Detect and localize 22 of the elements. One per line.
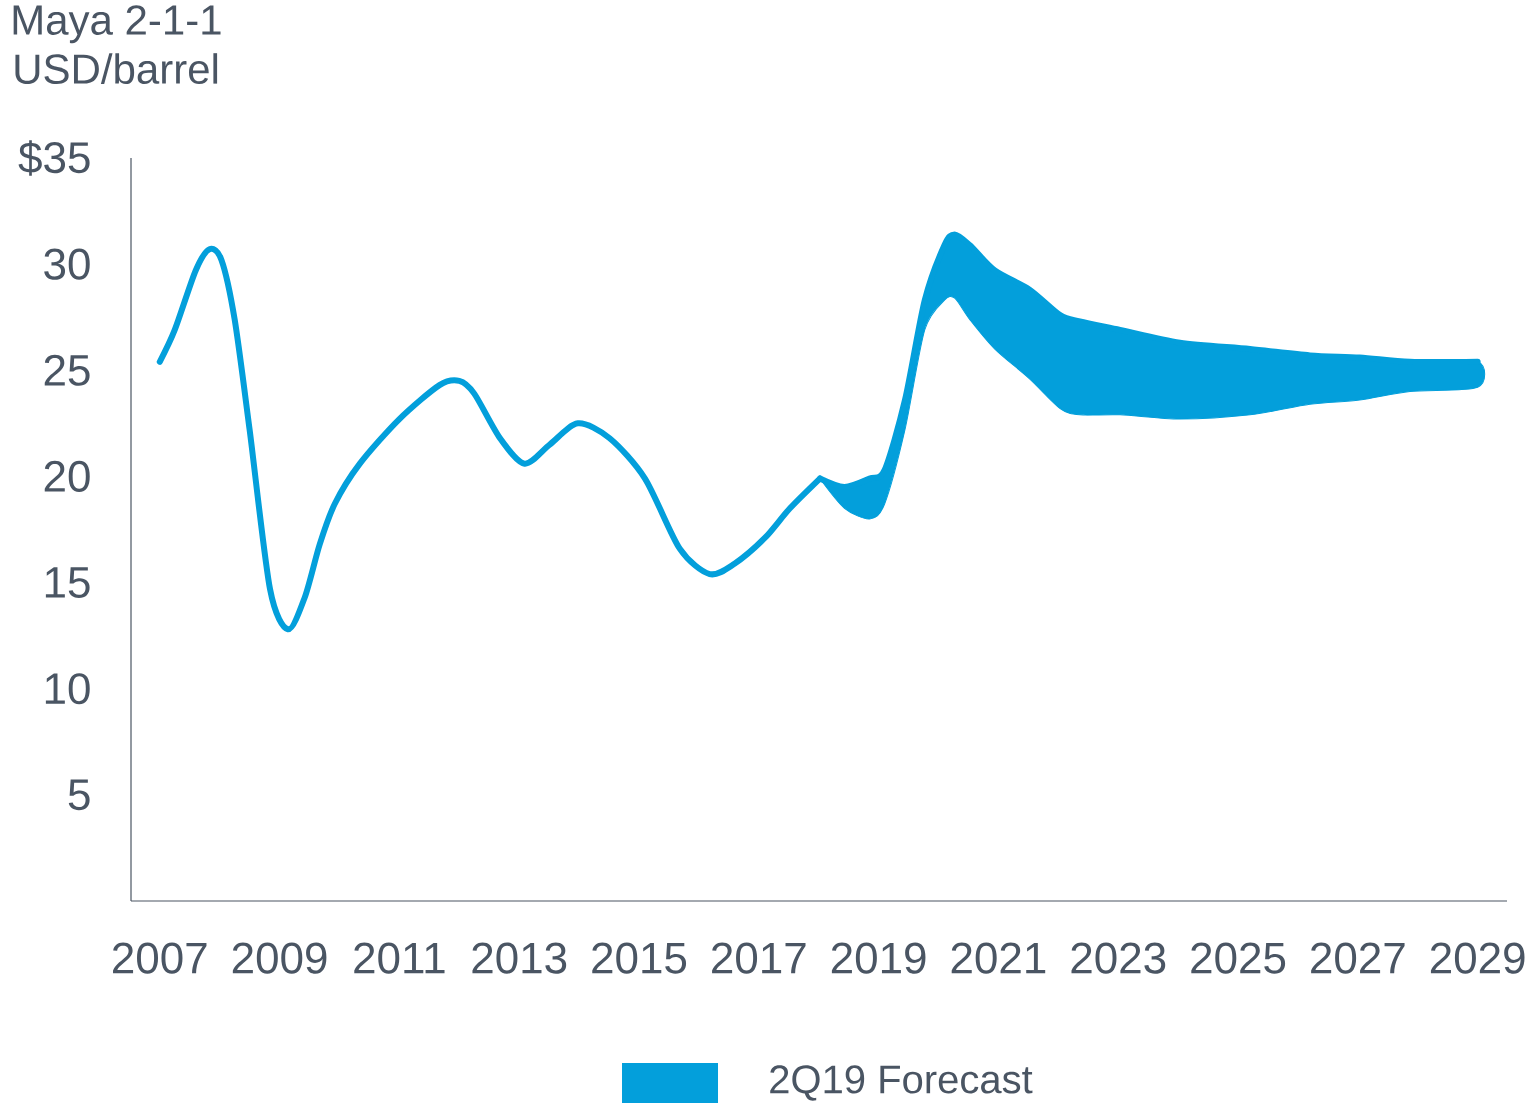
y-tick-label: 30 <box>44 248 90 280</box>
legend-label: 2Q19 Forecast <box>770 1065 1033 1101</box>
x-tick-label: 2021 <box>951 942 1046 974</box>
y-axis-title: USD/barrel <box>15 53 218 85</box>
x-tick-label: 2025 <box>1191 942 1286 974</box>
x-tick-label: 2013 <box>472 942 567 974</box>
x-tick-label: 2017 <box>712 942 806 974</box>
x-tick-label: 2027 <box>1311 942 1405 974</box>
y-tick-label: 5 <box>68 779 90 811</box>
x-tick-label: 2015 <box>592 942 687 974</box>
x-tick-label: 2009 <box>232 942 327 974</box>
y-tick-label: 10 <box>45 673 90 705</box>
x-tick-label: 2019 <box>831 942 926 974</box>
y-tick-label: 15 <box>45 567 90 598</box>
x-tick-label: 2011 <box>354 942 445 974</box>
x-tick-label: 2007 <box>113 942 207 974</box>
y-tick-label: 20 <box>44 460 90 492</box>
y-tick-label: $35 <box>18 140 90 176</box>
y-tick-label: 25 <box>44 354 90 386</box>
x-tick-label: 2029 <box>1430 942 1525 974</box>
x-tick-label: 2023 <box>1071 942 1166 974</box>
chart-title: Maya 2-1-1 <box>13 5 221 44</box>
